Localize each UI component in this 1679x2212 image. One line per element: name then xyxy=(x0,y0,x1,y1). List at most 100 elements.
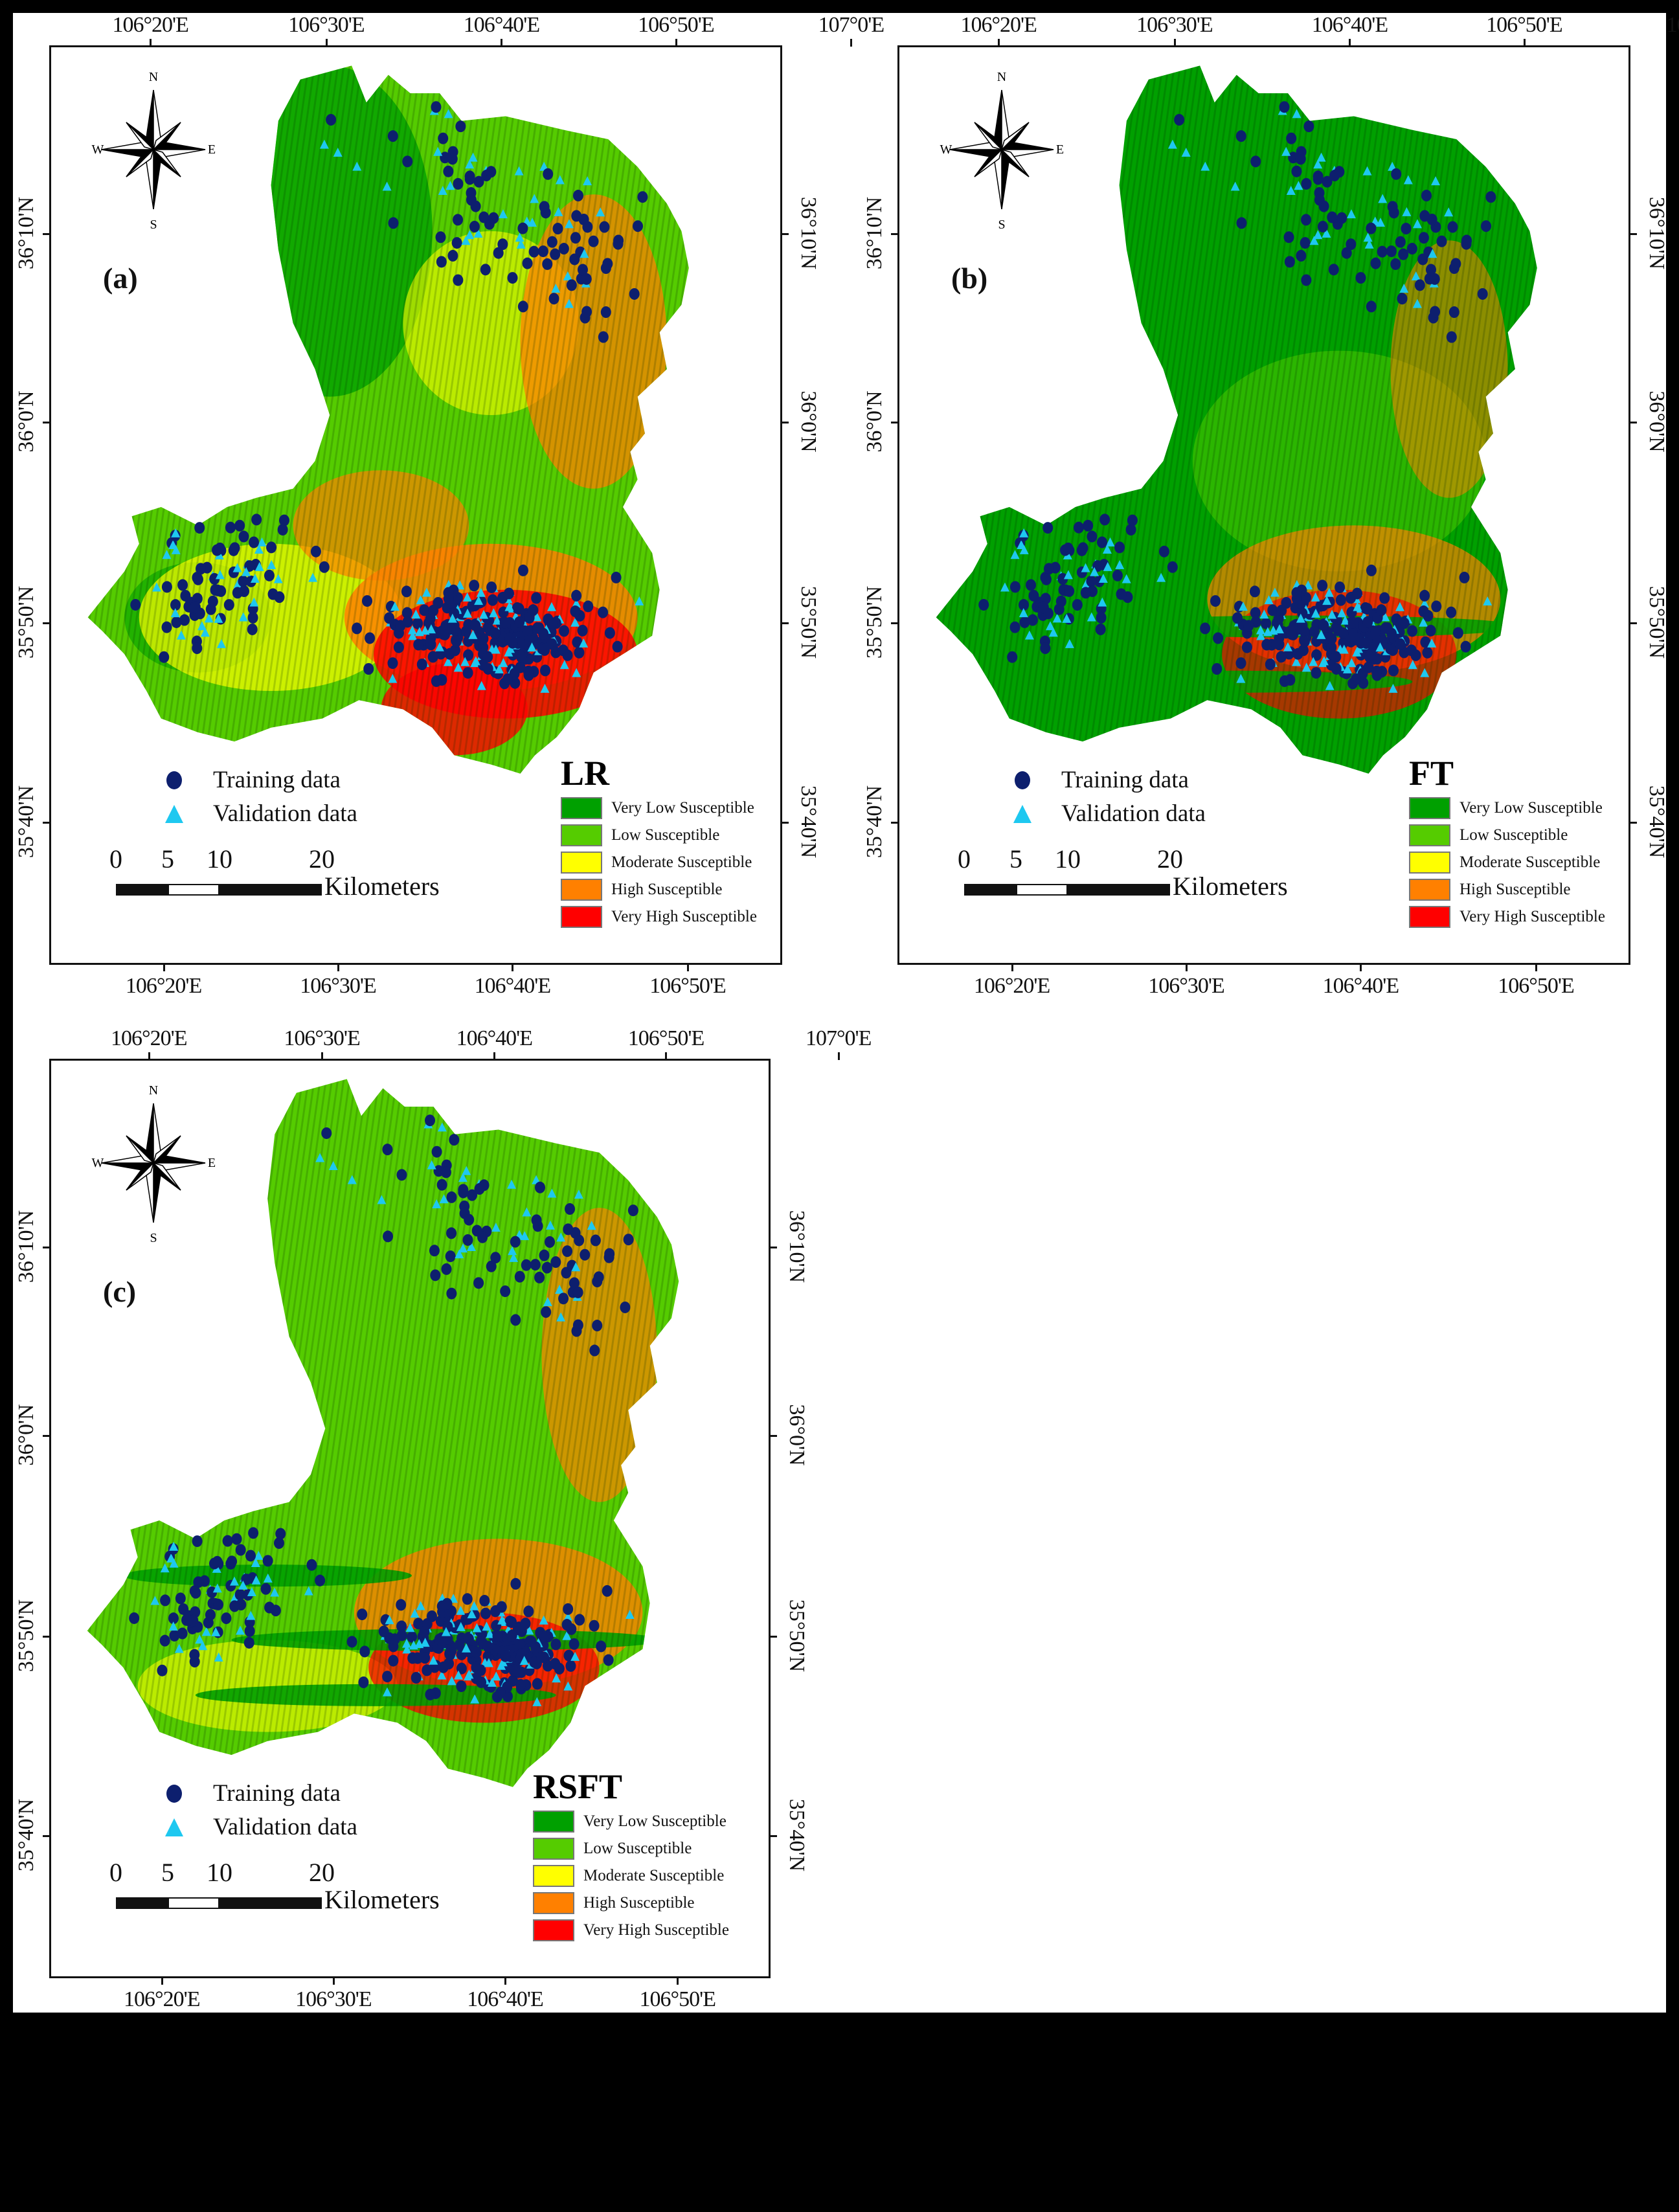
longitude-label-top: 106°50'E xyxy=(638,13,714,37)
scale-segment xyxy=(964,884,1016,896)
longitude-label-top: 106°20'E xyxy=(112,13,188,37)
susceptibility-map xyxy=(936,65,1537,774)
longitude-label-bottom: 106°40'E xyxy=(1322,974,1399,998)
validation-point-icon xyxy=(165,804,183,823)
scale-unit-label: Kilometers xyxy=(324,872,440,901)
scale-segment xyxy=(168,884,220,896)
legend-item-very-high-susceptible: Very High Susceptible xyxy=(561,906,757,928)
legend-swatch xyxy=(533,1811,574,1833)
axis-tick xyxy=(781,821,789,824)
axis-tick xyxy=(781,422,789,424)
axis-tick xyxy=(1629,622,1637,624)
latitude-label-left: 35°40'N xyxy=(14,1798,38,1872)
legend-training-data: Training data xyxy=(155,766,341,794)
training-point-icon xyxy=(166,1784,182,1803)
legend-swatch xyxy=(533,1838,574,1860)
axis-tick xyxy=(332,1977,335,1985)
axis-tick xyxy=(891,821,899,824)
latitude-label-left: 36°0'N xyxy=(14,1404,38,1466)
legend-item-moderate-susceptible: Moderate Susceptible xyxy=(1409,852,1600,874)
axis-tick xyxy=(850,39,853,47)
scale-tick-label: 5 xyxy=(161,844,174,874)
scale-tick-label: 20 xyxy=(1157,844,1183,874)
landslide-points xyxy=(130,101,648,693)
scale-unit-label: Kilometers xyxy=(324,1885,440,1914)
scale-segment xyxy=(116,884,168,896)
scale-segment xyxy=(220,1897,322,1909)
scale-segment xyxy=(168,1897,220,1909)
axis-tick xyxy=(43,821,51,824)
longitude-label-top: 106°20'E xyxy=(960,13,1037,37)
axis-tick xyxy=(769,1834,777,1837)
model-title: LR xyxy=(561,754,610,793)
longitude-label-top: 106°50'E xyxy=(627,1026,704,1050)
scale-tick-label: 10 xyxy=(207,1858,232,1887)
scale-tick-label: 20 xyxy=(309,844,335,874)
legend-training-data: Training data xyxy=(1003,766,1189,794)
legend-swatch xyxy=(561,906,602,928)
legend-label: Very High Susceptible xyxy=(583,1921,729,1939)
axis-tick xyxy=(501,39,503,47)
axis-tick xyxy=(769,1435,777,1438)
legend-swatch xyxy=(561,797,602,819)
latitude-label-right: 35°50'N xyxy=(1645,585,1669,659)
validation-label: Validation data xyxy=(1061,800,1206,827)
longitude-label-top: 107°0'E xyxy=(1666,13,1679,37)
latitude-label-left: 36°10'N xyxy=(14,196,38,270)
compass-w: W xyxy=(92,142,104,157)
legend-training-data: Training data xyxy=(155,1779,341,1807)
compass-s: S xyxy=(998,218,1005,232)
panel-tag: (a) xyxy=(103,262,138,295)
compass-w: W xyxy=(940,142,952,157)
longitude-label-top: 107°0'E xyxy=(818,13,885,37)
legend-label: High Susceptible xyxy=(611,881,723,898)
longitude-label-top: 106°30'E xyxy=(288,13,365,37)
axis-tick xyxy=(1629,233,1637,236)
axis-tick xyxy=(43,422,51,424)
latitude-label-right: 35°50'N xyxy=(796,585,820,659)
legend-swatch xyxy=(561,852,602,874)
latitude-label-right: 36°0'N xyxy=(1645,390,1669,453)
compass-s: S xyxy=(150,1231,157,1245)
legend-label: High Susceptible xyxy=(1459,881,1571,898)
axis-tick xyxy=(665,1052,668,1060)
compass-n: N xyxy=(149,1083,158,1098)
axis-tick xyxy=(891,622,899,624)
axis-tick xyxy=(837,1052,840,1060)
compass-e: E xyxy=(208,1156,216,1170)
longitude-label-bottom: 106°30'E xyxy=(1148,974,1224,998)
axis-tick xyxy=(891,233,899,236)
model-title: RSFT xyxy=(533,1767,623,1806)
latitude-label-left: 36°0'N xyxy=(14,390,38,453)
legend-item-very-high-susceptible: Very High Susceptible xyxy=(533,1919,729,1941)
longitude-label-bottom: 106°20'E xyxy=(973,974,1050,998)
longitude-label-bottom: 106°30'E xyxy=(300,974,376,998)
axis-tick xyxy=(1011,964,1013,971)
longitude-label-top: 106°40'E xyxy=(463,13,540,37)
legend-label: Low Susceptible xyxy=(583,1840,692,1857)
axis-tick xyxy=(325,39,328,47)
longitude-label-top: 106°30'E xyxy=(1136,13,1213,37)
training-label: Training data xyxy=(1061,767,1189,793)
validation-label: Validation data xyxy=(213,800,357,827)
latitude-label-left: 36°10'N xyxy=(862,196,886,270)
legend-swatch xyxy=(1409,824,1450,846)
latitude-label-left: 35°50'N xyxy=(862,585,886,659)
legend-label: Very Low Susceptible xyxy=(1459,799,1603,817)
compass-e: E xyxy=(208,142,216,157)
axis-tick xyxy=(891,422,899,424)
legend-item-high-susceptible: High Susceptible xyxy=(561,879,723,901)
axis-tick xyxy=(148,1052,150,1060)
scale-segment xyxy=(1016,884,1068,896)
axis-tick xyxy=(43,622,51,624)
latitude-label-right: 35°40'N xyxy=(1645,785,1669,859)
longitude-label-bottom: 106°40'E xyxy=(474,974,551,998)
legend-label: Moderate Susceptible xyxy=(583,1867,725,1884)
landslide-points xyxy=(978,101,1496,693)
validation-point-icon xyxy=(1013,804,1031,823)
training-label: Training data xyxy=(213,1780,341,1807)
axis-tick xyxy=(321,1052,324,1060)
latitude-label-left: 35°50'N xyxy=(14,585,38,659)
legend-label: Low Susceptible xyxy=(1459,826,1568,844)
scale-tick-label: 0 xyxy=(109,1858,122,1887)
